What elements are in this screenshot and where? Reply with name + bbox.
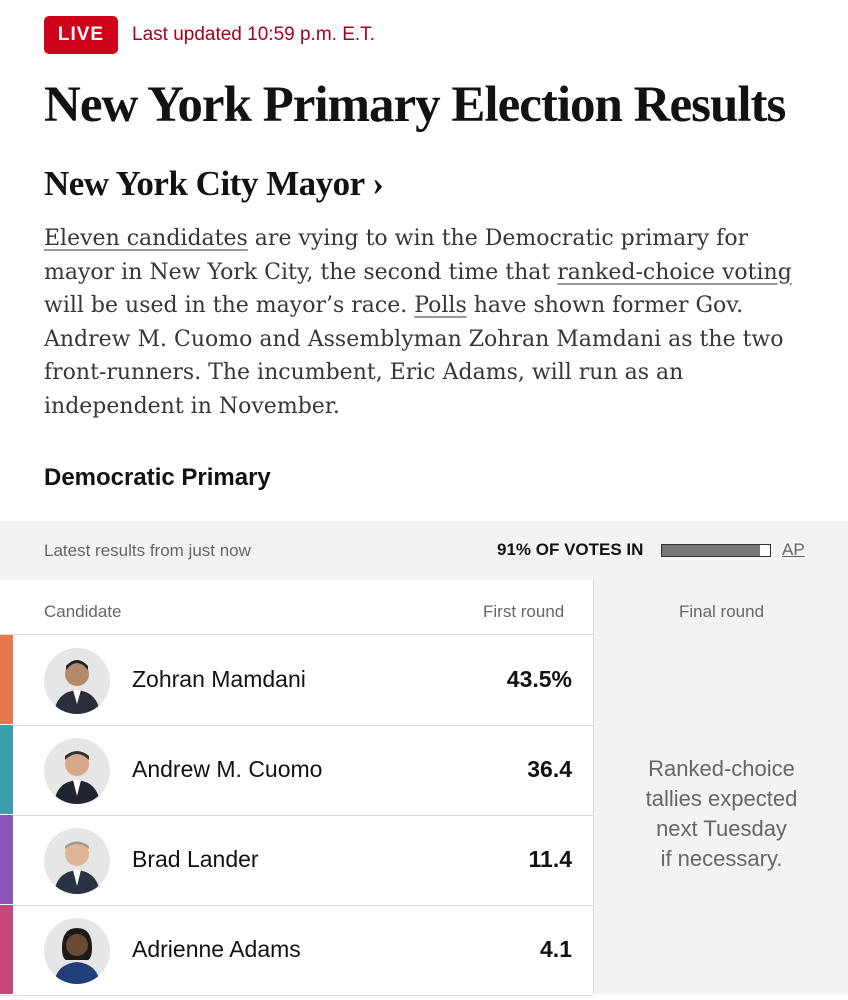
ap-source-link[interactable]: AP (782, 540, 805, 559)
final-round-column: Final round Ranked-choice tallies expect… (593, 580, 848, 994)
candidate-name: Brad Lander (132, 846, 259, 872)
first-round-pct: 43.5% (506, 666, 572, 692)
person-icon (54, 928, 100, 984)
ranked-choice-note-line: tallies expected (645, 786, 798, 811)
votes-in-progress-bar (661, 544, 771, 557)
candidate-color-bar (0, 635, 13, 724)
candidates-link[interactable]: Eleven candidates (44, 226, 248, 251)
latest-results-text: Latest results from just now (44, 541, 251, 560)
ranked-choice-link[interactable]: ranked-choice voting (557, 259, 792, 285)
col-header-first-round: First round (483, 602, 565, 621)
race-link[interactable]: New York City Mayor › (44, 164, 384, 203)
results-meta-bar: Latest results from just now 91% OF VOTE… (0, 521, 848, 580)
votes-in-progress-fill (662, 545, 761, 556)
ranked-choice-note-line: next Tuesday (656, 816, 787, 841)
col-header-candidate: Candidate (44, 602, 122, 621)
intro-text-1: are vying to win the Democratic primary … (44, 226, 749, 285)
results-table: Final round Ranked-choice tallies expect… (0, 580, 848, 1000)
intro-text-3: have shown former Gov. Andrew M. Cuomo a… (44, 293, 784, 419)
candidate-name: Andrew M. Cuomo (132, 756, 323, 782)
person-icon (54, 660, 100, 714)
ranked-choice-note-line: Ranked-choice (648, 756, 795, 781)
ranked-choice-note-line: if necessary. (660, 846, 783, 871)
col-header-final: Final round (678, 602, 765, 621)
person-icon (54, 841, 100, 894)
candidate-name: Zohran Mamdani (132, 666, 306, 692)
live-status: LIVE Last updated 10:59 p.m. E.T. (44, 16, 375, 54)
candidate-color-bar (0, 905, 13, 994)
table-row[interactable]: Andrew M. Cuomo 36.4 (0, 725, 593, 816)
intro-paragraph: Eleven candidates are vying to win the D… (44, 222, 814, 423)
first-round-pct: 4.1 (540, 936, 572, 962)
live-badge: LIVE (44, 16, 118, 54)
page-title: New York Primary Election Results (44, 77, 786, 133)
last-updated: Last updated 10:59 p.m. E.T. (132, 24, 375, 45)
candidate-avatar (44, 828, 110, 894)
candidate-avatar (44, 648, 110, 714)
person-icon (54, 751, 100, 804)
candidate-color-bar (0, 725, 13, 814)
header-divider (0, 634, 593, 635)
candidate-color-bar (0, 815, 13, 904)
table-row[interactable]: Zohran Mamdani 43.5% (0, 635, 593, 726)
votes-in-label: 91% OF VOTES IN (497, 540, 644, 559)
polls-link[interactable]: Polls (414, 293, 467, 318)
candidate-name: Adrienne Adams (132, 936, 301, 962)
first-round-pct: 36.4 (527, 756, 572, 782)
table-row[interactable]: Brad Lander 11.4 (0, 815, 593, 906)
intro-text-2: will be used in the mayor’s race. (44, 293, 415, 318)
first-round-pct: 11.4 (528, 846, 573, 872)
table-row[interactable]: Adrienne Adams 4.1 (0, 905, 593, 996)
candidate-avatar (44, 918, 110, 984)
ranked-choice-note: Ranked-choice tallies expected next Tues… (594, 754, 848, 874)
candidate-avatar (44, 738, 110, 804)
section-title: Democratic Primary (44, 464, 271, 491)
